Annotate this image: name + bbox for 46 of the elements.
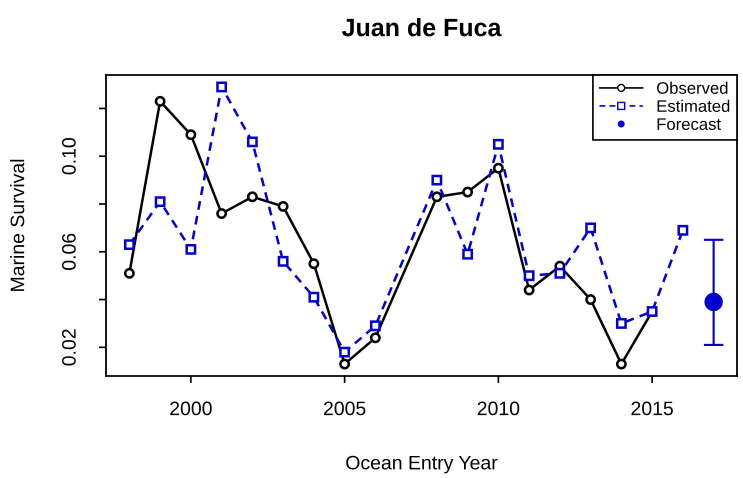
point	[185, 244, 196, 255]
point	[216, 82, 228, 92]
legend-label: Estimated	[658, 100, 730, 112]
legend-label: Forecast	[658, 118, 721, 130]
point	[278, 256, 289, 267]
point	[308, 258, 320, 270]
point	[370, 320, 381, 332]
point	[246, 136, 258, 148]
x-tick-label: 2015	[631, 402, 673, 416]
point	[308, 292, 320, 303]
point	[492, 138, 504, 150]
point	[216, 208, 228, 219]
x-tick-label: 2005	[324, 402, 366, 416]
point	[339, 358, 350, 370]
point	[585, 222, 596, 234]
point	[431, 191, 442, 202]
point	[246, 191, 258, 202]
chart-title: Juan de Fuca	[342, 18, 502, 36]
point	[677, 224, 688, 236]
point	[124, 268, 135, 279]
point	[704, 292, 723, 312]
x-tick-label: 2000	[170, 402, 212, 416]
point	[616, 358, 627, 370]
point	[554, 268, 566, 279]
y-tick-label: 0.10	[62, 138, 76, 174]
x-axis-title: Ocean Entry Year	[346, 456, 498, 474]
point	[124, 239, 135, 250]
point	[370, 332, 381, 344]
point	[524, 284, 535, 296]
point	[462, 186, 474, 198]
point	[492, 162, 504, 174]
point	[154, 196, 166, 208]
y-tick-label: 0.06	[62, 234, 76, 270]
point	[339, 346, 350, 358]
point	[524, 270, 535, 282]
y-tick-label: 0.02	[62, 329, 76, 366]
legend-label: Observed	[657, 82, 728, 94]
point	[278, 200, 289, 212]
point	[431, 174, 442, 186]
point	[185, 129, 196, 140]
y-axis-title: Marine Survival	[10, 160, 24, 291]
point	[154, 96, 166, 107]
point	[616, 318, 627, 329]
point	[462, 248, 474, 260]
point	[585, 294, 596, 305]
x-tick-label: 2010	[478, 402, 520, 416]
